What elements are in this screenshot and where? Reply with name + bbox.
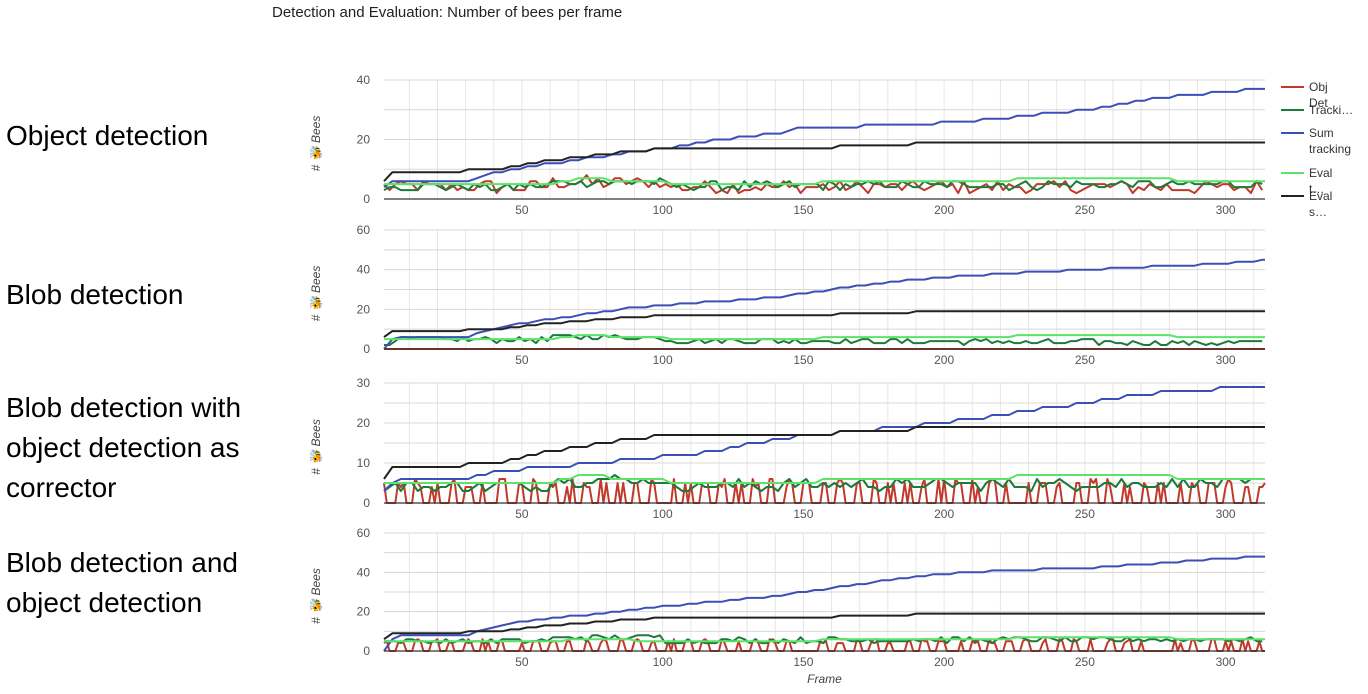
series-line-eval_s <box>383 141 1265 182</box>
legend: ObjDetTracki…SumtrackingEvalt…Evals… <box>1281 80 1353 219</box>
series-line-eval_s <box>383 310 1265 338</box>
x-tick-label: 50 <box>515 507 529 521</box>
x-tick-label: 100 <box>653 203 673 217</box>
x-tick-label: 250 <box>1075 203 1095 217</box>
legend-label-cont: tracking <box>1309 142 1351 156</box>
x-tick-label: 300 <box>1216 353 1236 367</box>
series-line-eval_t <box>384 334 1265 341</box>
series-line-eval_s <box>383 426 1265 480</box>
x-tick-label: 200 <box>934 203 954 217</box>
y-tick-label: 40 <box>357 565 371 579</box>
y-axis-label: # 🐝 Bees <box>309 116 323 172</box>
x-tick-label: 250 <box>1075 507 1095 521</box>
x-tick-label: 200 <box>934 507 954 521</box>
y-tick-label: 60 <box>357 526 371 540</box>
legend-label: Obj <box>1309 80 1328 94</box>
row-label-blob-and-object: Blob detection and object detection <box>6 547 238 618</box>
x-axis-label: Frame <box>807 672 842 686</box>
x-tick-label: 300 <box>1216 655 1236 669</box>
y-tick-label: 20 <box>357 416 371 430</box>
series-line-eval_t <box>384 636 1265 643</box>
row-label-object-detection: Object detection <box>6 120 209 151</box>
x-tick-label: 50 <box>515 353 529 367</box>
series-line-sum_tracking <box>383 258 1265 350</box>
y-tick-label: 0 <box>363 342 370 356</box>
y-axis-label: # 🐝 Bees <box>309 266 323 322</box>
x-tick-label: 200 <box>934 655 954 669</box>
y-axis-label: # 🐝 Bees <box>309 419 323 475</box>
chart-panel-3: 0 20 40 60 50 100 150 200 250 300 # 🐝 Bees Frame <box>309 526 1265 686</box>
row-label-blob-detection: Blob detection <box>6 279 184 310</box>
x-tick-label: 200 <box>934 353 954 367</box>
x-tick-label: 150 <box>793 507 813 521</box>
series-line-sum_tracking <box>383 555 1265 652</box>
x-tick-label: 300 <box>1216 507 1236 521</box>
y-tick-label: 30 <box>357 376 371 390</box>
y-tick-label: 0 <box>363 644 370 658</box>
y-tick-label: 10 <box>357 456 371 470</box>
legend-label-cont: Det <box>1309 96 1328 110</box>
x-tick-label: 250 <box>1075 655 1095 669</box>
x-tick-label: 150 <box>793 203 813 217</box>
x-tick-label: 100 <box>653 655 673 669</box>
x-tick-label: 100 <box>653 353 673 367</box>
y-tick-label: 0 <box>363 496 370 510</box>
x-tick-label: 100 <box>653 507 673 521</box>
series-line-eval_t <box>384 474 1265 484</box>
legend-label: Eval <box>1309 189 1332 203</box>
x-tick-label: 150 <box>793 655 813 669</box>
y-tick-label: 40 <box>357 263 371 277</box>
series-line-eval_s <box>383 612 1265 641</box>
legend-label-cont: t… <box>1309 182 1324 196</box>
legend-label-cont: s… <box>1309 205 1327 219</box>
y-tick-label: 60 <box>357 223 371 237</box>
y-tick-label: 40 <box>357 73 371 87</box>
chart-panel-0: 0 20 40 50 100 150 200 250 300 # 🐝 Bees <box>309 73 1265 217</box>
chart-panel-1: 0 20 40 60 50 100 150 200 250 300 # 🐝 Bees <box>309 223 1265 367</box>
series-line-sum_tracking <box>383 87 1265 188</box>
x-tick-label: 50 <box>515 655 529 669</box>
series-line-eval_t <box>384 177 1265 186</box>
chart-panel-2: 0 10 20 30 50 100 150 200 250 300 # 🐝 Bees <box>309 376 1266 521</box>
series-line-tracking <box>383 474 1263 492</box>
legend-label: Tracki… <box>1309 103 1353 117</box>
y-tick-label: 20 <box>357 302 371 316</box>
x-tick-label: 250 <box>1075 353 1095 367</box>
legend-label: Sum <box>1309 126 1334 140</box>
y-axis-label: # 🐝 Bees <box>309 568 323 624</box>
x-tick-label: 150 <box>793 353 813 367</box>
x-tick-label: 300 <box>1216 203 1236 217</box>
y-tick-label: 20 <box>357 605 371 619</box>
legend-label: Eval <box>1309 166 1332 180</box>
y-tick-label: 0 <box>363 192 370 206</box>
x-tick-label: 50 <box>515 203 529 217</box>
row-label-blob-corrector: Blob detection with object detection as … <box>6 392 242 503</box>
page-title: Detection and Evaluation: Number of bees… <box>272 4 623 21</box>
y-tick-label: 20 <box>357 133 371 147</box>
